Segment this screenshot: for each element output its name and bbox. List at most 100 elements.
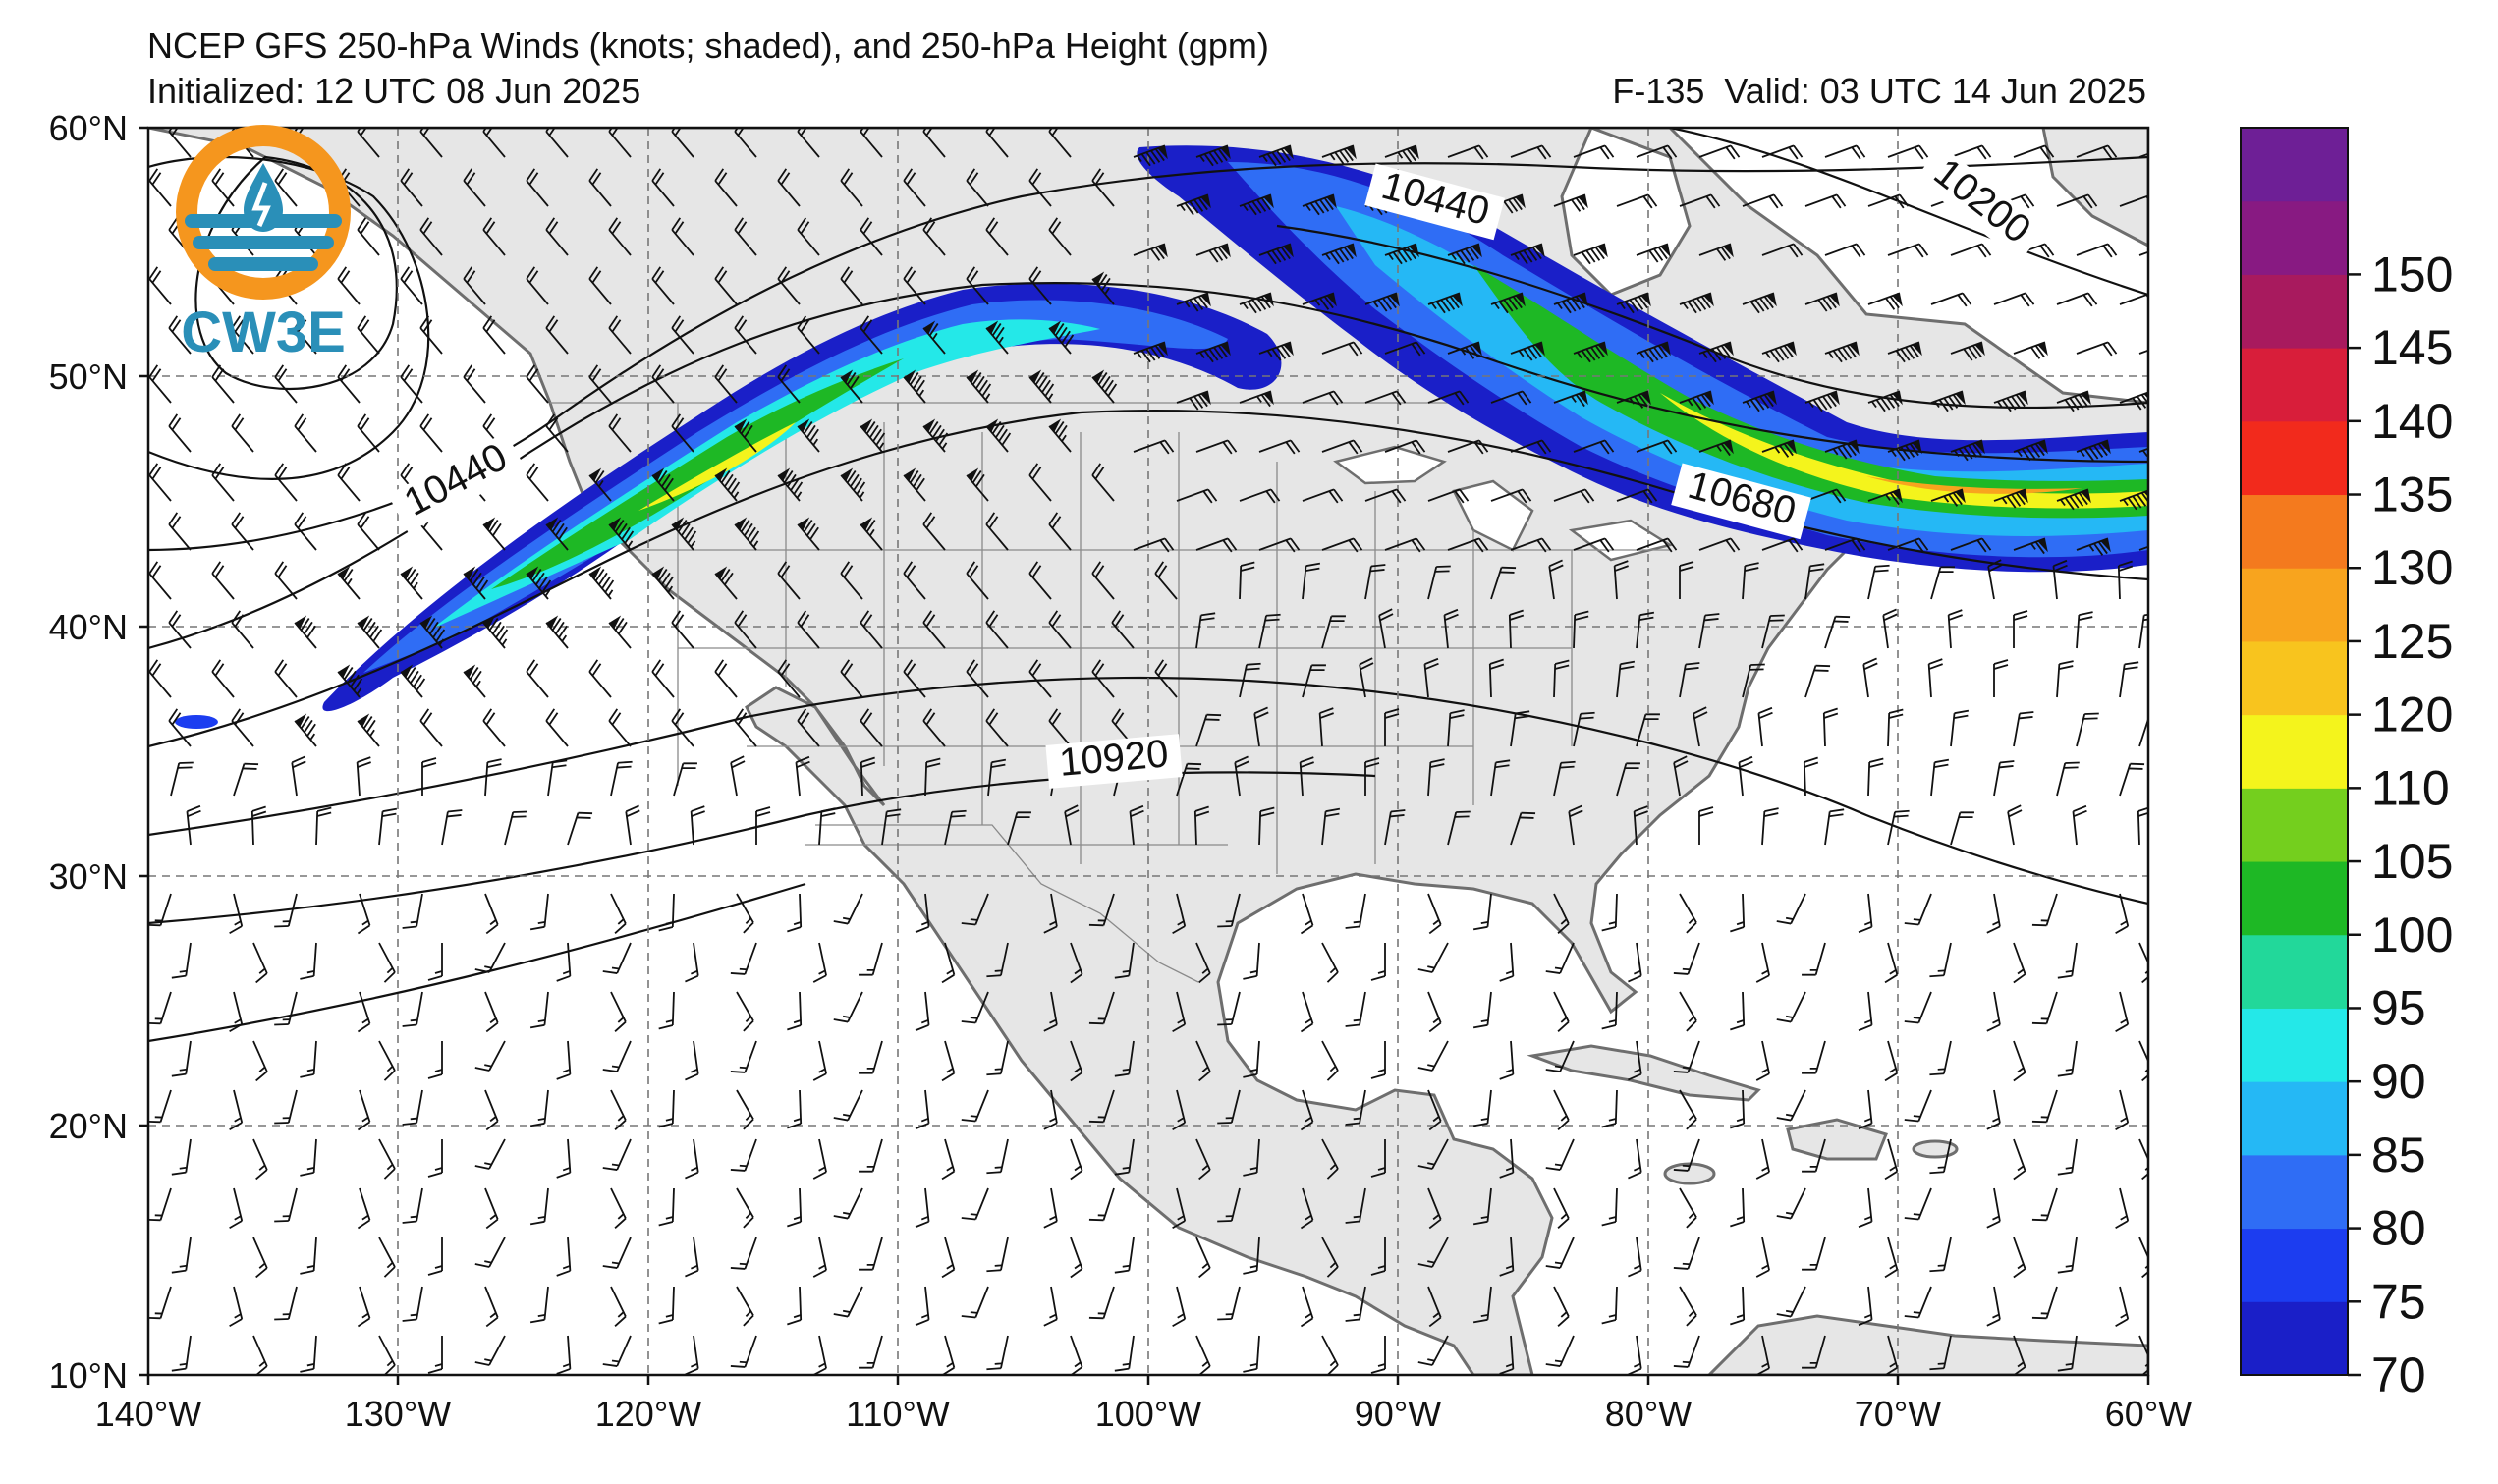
wind-barb — [986, 1138, 1009, 1175]
wind-barb — [1616, 193, 1658, 209]
wind-barb — [1679, 893, 1697, 934]
wind-barb — [1172, 1089, 1187, 1131]
wind-barb — [1986, 1286, 2001, 1327]
lon-label-60w: 60°W — [2105, 1394, 2192, 1434]
wind-barb — [1258, 537, 1301, 553]
wind-barb — [840, 168, 863, 207]
wind-barb — [1499, 942, 1515, 982]
wind-barb — [357, 893, 371, 935]
wind-barb — [1239, 662, 1261, 698]
wind-barb — [1929, 1138, 1952, 1175]
wind-barb — [1757, 706, 1773, 747]
wind-barb — [337, 463, 361, 502]
wind-barb — [1472, 1187, 1492, 1226]
colorbar-tick-label: 70 — [2371, 1347, 2426, 1402]
wind-barb — [985, 708, 1009, 747]
wind-barb — [1176, 488, 1218, 504]
wind-barb — [1887, 439, 1922, 462]
wind-barb — [378, 942, 396, 983]
wind-barb — [274, 991, 298, 1026]
wind-barb — [1239, 193, 1274, 216]
wind-barb — [1776, 893, 1806, 925]
wind-barb — [1370, 1336, 1386, 1374]
wind-barb — [777, 659, 801, 698]
wind-barb — [1553, 193, 1588, 212]
wind-barb — [1601, 991, 1618, 1030]
wind-barb — [1443, 608, 1459, 649]
wind-barb — [1601, 1286, 1618, 1325]
wind-barb — [1601, 1187, 1618, 1227]
wind-barb — [427, 1237, 443, 1276]
wind-barb — [1904, 893, 1932, 926]
wind-barb — [170, 761, 194, 797]
wind-barb — [730, 1335, 757, 1368]
wind-barb — [1679, 193, 1721, 209]
wind-barb — [400, 566, 423, 600]
wind-barb — [588, 566, 615, 600]
lon-label-130w: 130°W — [345, 1394, 451, 1434]
wind-barb — [1321, 942, 1339, 983]
wind-barb — [168, 413, 192, 453]
wind-barb — [1929, 1237, 1952, 1273]
wind-barb — [961, 1187, 989, 1221]
wind-barb — [1300, 1286, 1314, 1328]
wind-barb — [484, 1089, 499, 1131]
wind-barb — [1427, 565, 1451, 600]
wind-barb — [1679, 662, 1700, 698]
colorbar-tick-labels: 70 75 80 85 90 95 100 105 110 120 125 130 135 140 145 1… — [2371, 247, 2453, 1402]
wind-barb — [1545, 942, 1575, 974]
colorbar-tick-label: 150 — [2371, 247, 2453, 302]
wind-barb — [1043, 893, 1058, 934]
wind-barb — [1993, 659, 2009, 697]
wind-barb — [1929, 942, 1952, 978]
wind-barb — [419, 708, 443, 747]
wind-barb — [1378, 608, 1394, 649]
wind-barb — [1488, 658, 1505, 698]
wind-barb — [148, 561, 172, 600]
wind-barb — [2137, 806, 2148, 846]
wind-barb — [2138, 250, 2148, 256]
wind-barb — [1568, 804, 1583, 846]
wind-barb — [1824, 808, 1845, 846]
wind-barb — [229, 1089, 244, 1131]
wind-barb — [1048, 610, 1072, 649]
wind-barb — [1302, 193, 1337, 216]
wind-barb — [2119, 489, 2148, 511]
wind-barb — [777, 266, 801, 305]
wind-barb — [186, 804, 201, 846]
wind-barb — [378, 1040, 396, 1081]
wind-barb — [1318, 707, 1334, 747]
wind-barb — [685, 1335, 699, 1375]
wind-barb — [1867, 488, 1903, 506]
wind-barb — [1302, 488, 1344, 504]
wind-barb — [1321, 144, 1357, 165]
wind-barb — [2115, 1187, 2130, 1230]
wind-barb — [1447, 709, 1465, 747]
wind-barb — [229, 1286, 244, 1328]
wind-barb — [1636, 713, 1660, 747]
wind-barb — [419, 315, 443, 355]
wind-barb — [1217, 991, 1241, 1026]
wind-barb — [658, 893, 675, 932]
colorbar-swatch — [2241, 1008, 2348, 1082]
colorbar-swatch — [2241, 568, 2348, 642]
wind-barb — [812, 1138, 827, 1180]
wind-barb — [1176, 762, 1202, 797]
wind-barb — [1679, 292, 1714, 314]
wind-barb — [337, 364, 361, 404]
wind-barb — [2072, 804, 2087, 846]
wind-barb — [1043, 991, 1058, 1032]
wind-barb — [250, 805, 267, 846]
colorbar-swatch — [2241, 420, 2348, 496]
wind-barb — [2076, 712, 2099, 747]
wind-barb — [651, 168, 675, 207]
wind-barb — [1730, 1187, 1746, 1228]
wind-barb — [1300, 991, 1314, 1033]
wind-barb — [2056, 660, 2074, 698]
wind-barb — [402, 1286, 423, 1322]
wind-barb — [1243, 1237, 1260, 1275]
wind-barb — [1804, 292, 1840, 312]
wind-barb — [2057, 1138, 2078, 1176]
wind-barb — [860, 128, 883, 158]
wind-barb — [378, 1335, 396, 1375]
